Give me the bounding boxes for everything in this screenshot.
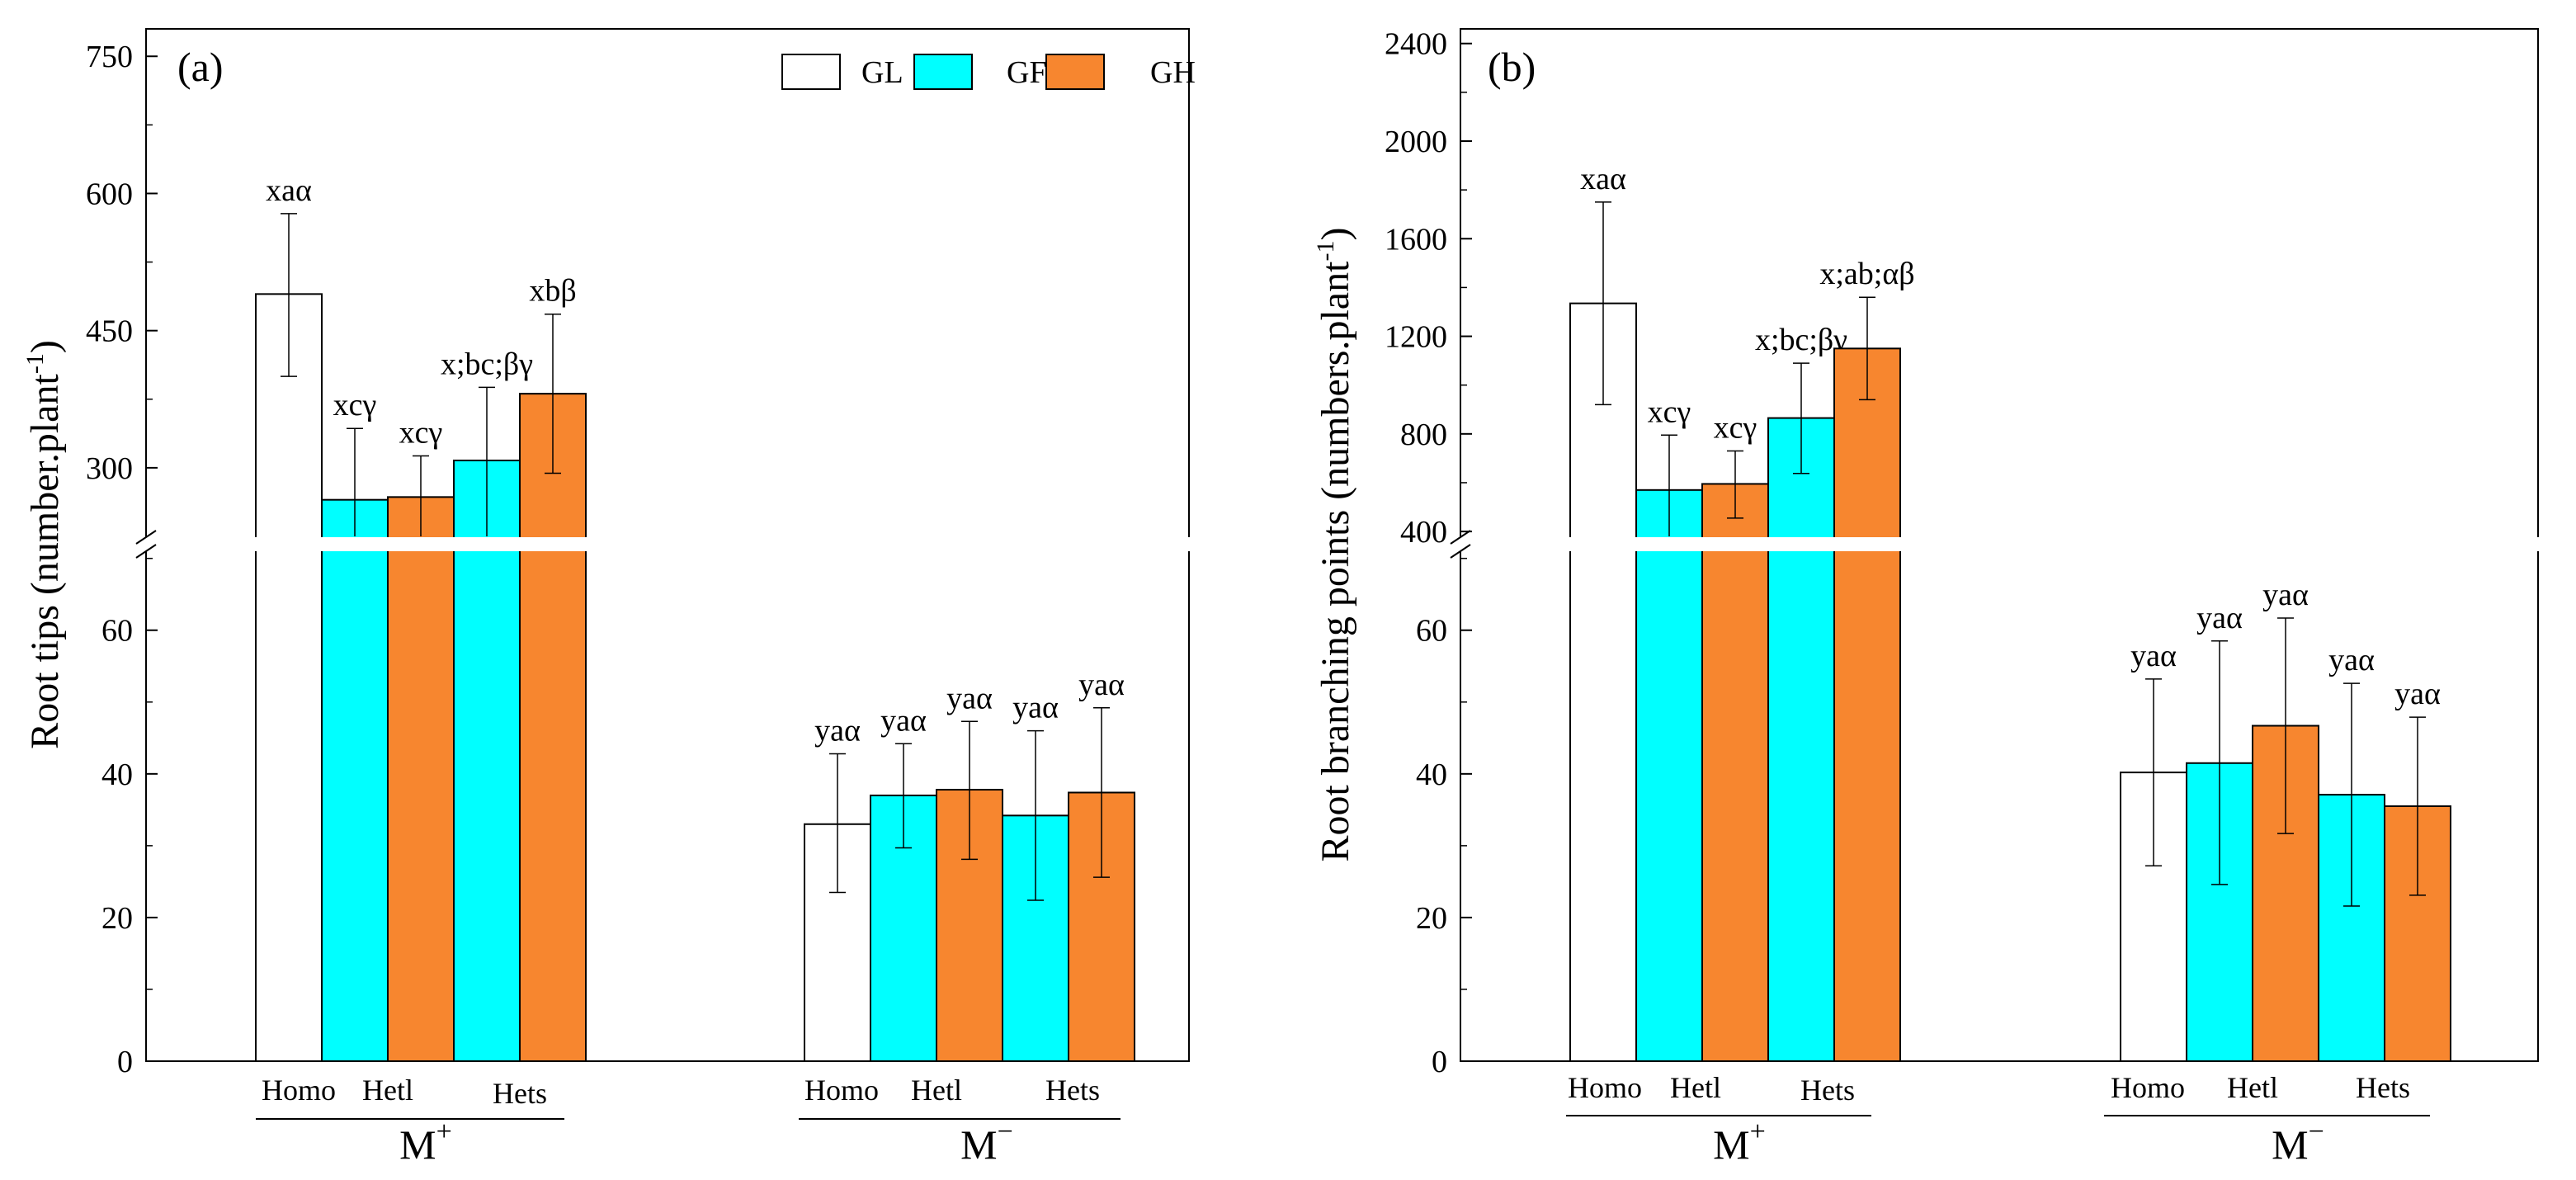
x-subcategory-label: Hetl — [2227, 1071, 2278, 1104]
axis-break-mark — [135, 530, 157, 545]
y-axis-label-text: Root branching points (numbers.plant — [1314, 261, 1357, 862]
x-subcategory-label: Hetl — [362, 1074, 413, 1107]
y-tick-label: 750 — [86, 40, 133, 74]
x-group-label-superscript: − — [998, 1116, 1013, 1147]
significance-label: yaα — [1012, 691, 1059, 725]
x-group-label: M− — [2272, 1116, 2324, 1168]
significance-label: yaα — [1078, 668, 1125, 702]
y-tick-label: 20 — [1416, 901, 1447, 936]
y-axis-label: Root branching points (numbers.plant-1) — [1312, 228, 1357, 862]
y-axis-label-superscript: -1 — [1312, 241, 1339, 262]
bar-gh — [387, 496, 455, 1062]
x-group-label-text: M — [960, 1121, 997, 1168]
bar-gf — [453, 460, 521, 1062]
x-group-label-text: M — [399, 1121, 436, 1168]
significance-label: yaα — [2262, 578, 2309, 612]
x-subcategory-label: Hets — [2356, 1071, 2410, 1104]
significance-label: x;bc;βγ — [441, 347, 533, 381]
significance-label: xaα — [266, 173, 312, 208]
significance-label: xaα — [1580, 162, 1626, 196]
x-subcategory-label: Hets — [1045, 1074, 1100, 1107]
y-tick-label: 40 — [101, 758, 133, 792]
legend-swatch-gl — [781, 54, 841, 90]
x-group-label-superscript: − — [2309, 1116, 2324, 1147]
y-tick-label: 1200 — [1385, 320, 1447, 355]
legend-label: GF — [1007, 55, 1047, 90]
y-tick-label: 1600 — [1385, 222, 1447, 257]
panel-label: (a) — [177, 44, 224, 90]
x-group-label-text: M — [2272, 1121, 2308, 1168]
significance-label: xcγ — [399, 415, 443, 450]
x-subcategory-label: Homo — [262, 1074, 336, 1107]
significance-label: xcγ — [333, 388, 377, 422]
bar-gh — [1701, 483, 1769, 1062]
x-subcategory-label: Homo — [2111, 1071, 2185, 1104]
significance-label: yaα — [2328, 643, 2375, 677]
y-axis-label-text: Root tips (number.plant — [23, 374, 67, 749]
y-tick-label: 450 — [86, 314, 133, 349]
significance-label: x;ab;αβ — [1819, 257, 1914, 291]
bar-gl — [1569, 302, 1637, 1062]
y-tick-label: 0 — [1432, 1045, 1447, 1079]
significance-label: yaα — [880, 703, 927, 738]
legend-swatch-gf — [913, 54, 973, 90]
x-group-label: M+ — [1713, 1116, 1766, 1168]
significance-label: xcγ — [1714, 411, 1757, 446]
x-subcategory-label: Homo — [804, 1074, 879, 1107]
significance-label: xbβ — [529, 274, 576, 309]
bar-gh — [519, 393, 587, 1062]
axis-break-gap — [1451, 537, 2548, 551]
bar-gf — [1767, 417, 1835, 1062]
x-subcategory-label: Hetl — [911, 1074, 962, 1107]
x-group-label: M+ — [399, 1116, 452, 1168]
legend: GL GF GH — [781, 54, 1196, 90]
y-tick-label: 800 — [1400, 418, 1447, 452]
legend-label: GH — [1150, 55, 1196, 90]
axis-break-mark — [1450, 530, 1471, 545]
x-group-label-text: M — [1713, 1121, 1749, 1168]
panel-label: (b) — [1488, 44, 1536, 90]
y-tick-label: 60 — [101, 614, 133, 649]
x-group-label-superscript: + — [1750, 1116, 1766, 1147]
y-axis-label-close: ) — [23, 340, 67, 353]
x-subcategory-label: Hets — [493, 1077, 547, 1110]
legend-label: GL — [861, 55, 903, 90]
y-tick-label: 2400 — [1385, 27, 1447, 62]
y-tick-label: 60 — [1416, 614, 1447, 649]
y-tick-label: 0 — [117, 1045, 133, 1079]
significance-label: yaα — [814, 713, 861, 748]
x-group-label: M− — [960, 1116, 1013, 1168]
significance-label: yaα — [2130, 639, 2177, 673]
bar-gl — [255, 293, 323, 1062]
axis-break-mark — [135, 544, 157, 559]
x-subcategory-label: Homo — [1568, 1071, 1642, 1104]
y-tick-label: 600 — [86, 177, 133, 211]
y-tick-label: 300 — [86, 451, 133, 486]
bar-gf — [321, 498, 389, 1062]
x-subcategory-label: Hetl — [1670, 1071, 1721, 1104]
y-tick-label: 400 — [1400, 515, 1447, 550]
bar-gh — [1833, 347, 1901, 1062]
x-group-label-superscript: + — [436, 1116, 452, 1147]
y-tick-label: 20 — [101, 901, 133, 936]
bar-gf — [1635, 489, 1703, 1062]
x-subcategory-label: Hets — [1800, 1074, 1855, 1107]
significance-label: yaα — [946, 681, 993, 715]
axis-break-gap — [136, 537, 1199, 551]
significance-label: x;bc;βγ — [1755, 323, 1847, 357]
y-axis-label: Root tips (number.plant-1) — [21, 340, 67, 749]
y-axis-label-superscript: -1 — [21, 353, 49, 374]
significance-label: yaα — [2394, 677, 2441, 711]
y-tick-label: 40 — [1416, 758, 1447, 792]
legend-swatch-gh — [1045, 54, 1105, 90]
y-axis-label-close: ) — [1314, 228, 1357, 241]
y-tick-label: 2000 — [1385, 125, 1447, 159]
significance-label: xcγ — [1648, 394, 1691, 429]
axis-break-mark — [1450, 544, 1471, 559]
significance-label: yaα — [2196, 601, 2243, 635]
